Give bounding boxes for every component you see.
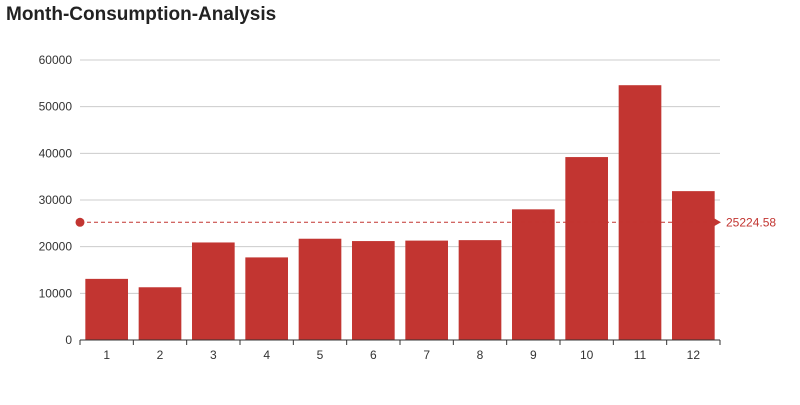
bar (245, 257, 288, 340)
bar (405, 240, 448, 340)
y-tick-label: 0 (65, 333, 72, 347)
x-tick-label: 8 (477, 348, 484, 362)
bar (192, 242, 235, 340)
bar (138, 287, 182, 340)
bar (298, 238, 342, 340)
average-line-arrow (714, 218, 721, 227)
x-tick-label: 9 (530, 348, 537, 362)
y-tick-label: 50000 (39, 100, 73, 114)
bar (352, 241, 395, 340)
y-tick-label: 10000 (39, 286, 73, 300)
y-tick-label: 30000 (39, 193, 73, 207)
x-tick-label: 7 (423, 348, 430, 362)
bars (85, 85, 715, 340)
y-tick-label: 40000 (39, 146, 73, 160)
x-tick-label: 10 (580, 348, 594, 362)
x-tick-label: 12 (687, 348, 701, 362)
bar (618, 85, 662, 340)
bar (85, 278, 128, 340)
y-tick-label: 60000 (39, 53, 73, 67)
bar (458, 240, 502, 340)
chart-title: Month-Consumption-Analysis (6, 4, 277, 25)
average-line-group: 25224.58 (75, 215, 776, 229)
bar (672, 191, 715, 340)
average-line-label: 25224.58 (726, 215, 776, 229)
x-tick-label: 6 (370, 348, 377, 362)
x-tick-label: 1 (103, 348, 110, 362)
grid-lines (80, 59, 720, 294)
x-tick-label: 4 (263, 348, 270, 362)
bar (565, 157, 608, 340)
x-tick-label: 2 (157, 348, 164, 362)
bar (512, 209, 555, 340)
average-line-start-marker (75, 217, 85, 227)
x-tick-label: 5 (317, 348, 324, 362)
x-tick-label: 3 (210, 348, 217, 362)
y-tick-label: 20000 (39, 240, 73, 254)
x-tick-label: 11 (634, 348, 647, 362)
